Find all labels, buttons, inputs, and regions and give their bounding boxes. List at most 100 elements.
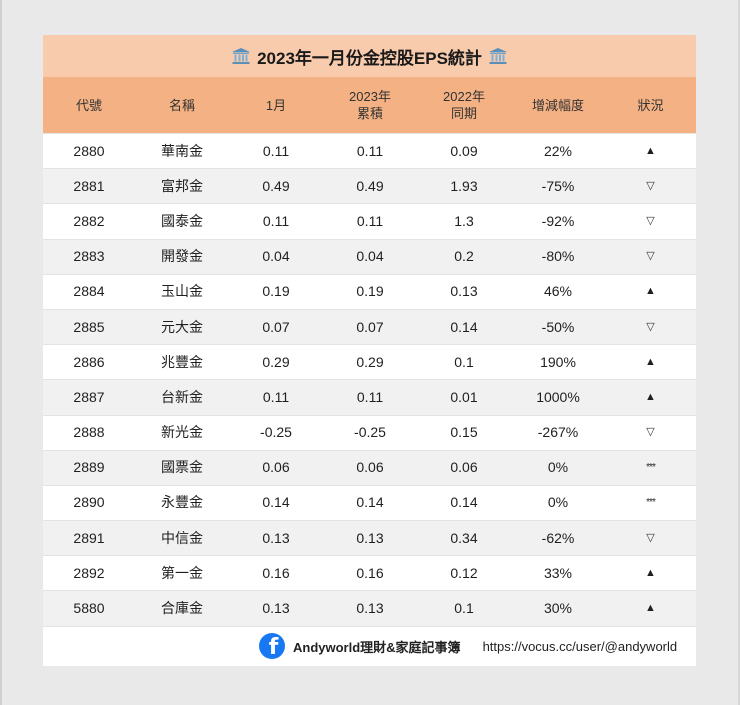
- ytd-2023-eps: 0.11: [356, 388, 384, 405]
- stock-code: 2890: [73, 494, 105, 511]
- table-row: 2886 兆豐金 0.29 0.29 0.1 190% ▲: [43, 344, 696, 380]
- ytd-2023-eps: 0.16: [356, 564, 384, 581]
- change-percent: 0%: [547, 494, 569, 511]
- stock-code: 2882: [73, 212, 105, 229]
- footer-page-name: Andyworld理財&家庭記事簿: [293, 639, 461, 655]
- change-percent: -50%: [541, 318, 575, 335]
- column-header-label: 增減幅度: [531, 97, 584, 113]
- column-header-ytd-2023: 2023年 累積: [323, 88, 417, 122]
- same-period-2022-eps: 1.93: [450, 177, 478, 194]
- status-indicator-down-icon: ▽: [646, 320, 655, 333]
- status-indicator-down-icon: ▽: [646, 179, 655, 192]
- change-percent: 190%: [540, 353, 576, 370]
- same-period-2022-eps: 0.15: [450, 424, 478, 441]
- facebook-glyph: f: [268, 635, 279, 660]
- jan-eps: 0.11: [262, 212, 290, 229]
- table-row: 2885 元大金 0.07 0.07 0.14 -50% ▽: [43, 308, 696, 345]
- window-edge-right: [738, 0, 740, 705]
- status-indicator-up-icon: ▲: [645, 566, 656, 579]
- company-name: 新光金: [161, 424, 203, 441]
- change-percent: 46%: [543, 283, 573, 300]
- stock-code: 5880: [73, 600, 105, 617]
- table-row: 2887 台新金 0.11 0.11 0.01 1000% ▲: [43, 379, 696, 415]
- jan-eps: 0.29: [262, 353, 290, 370]
- jan-eps: -0.25: [260, 424, 292, 441]
- status-indicator-down-icon: ▽: [646, 214, 655, 227]
- change-percent: -92%: [541, 212, 575, 229]
- column-header-status: 狀況: [605, 97, 696, 114]
- column-header-label: 狀況: [637, 97, 664, 113]
- jan-eps: 0.14: [262, 494, 290, 511]
- table-row: 5880 合庫金 0.13 0.13 0.1 30% ▲: [43, 590, 696, 626]
- ytd-2023-eps: 0.06: [356, 459, 384, 476]
- company-name: 華南金: [161, 142, 203, 159]
- stock-code: 2891: [73, 529, 105, 546]
- change-percent: 22%: [543, 142, 573, 159]
- column-header-label: 代號: [75, 97, 102, 113]
- jan-eps: 0.13: [262, 600, 290, 617]
- window-edge-left: [0, 0, 2, 705]
- column-header-label: 1月: [265, 97, 287, 113]
- company-name: 兆豐金: [161, 353, 203, 370]
- table-row: 2883 開發金 0.04 0.04 0.2 -80% ▽: [43, 238, 696, 274]
- same-period-2022-eps: 0.01: [450, 388, 478, 405]
- change-percent: 0%: [547, 459, 569, 476]
- stock-code: 2883: [73, 248, 105, 265]
- ytd-2023-eps: -0.25: [354, 424, 386, 441]
- jan-eps: 0.11: [262, 388, 290, 405]
- stock-code: 2889: [73, 459, 105, 476]
- same-period-2022-eps: 0.2: [454, 248, 474, 265]
- same-period-2022-eps: 0.34: [450, 529, 478, 546]
- change-percent: -75%: [541, 177, 575, 194]
- table-row: 2892 第一金 0.16 0.16 0.12 33% ▲: [43, 555, 696, 591]
- ytd-2023-eps: 0.07: [356, 318, 384, 335]
- ytd-2023-eps: 0.49: [356, 177, 384, 194]
- jan-eps: 0.07: [262, 318, 290, 335]
- bank-icon: [232, 48, 251, 64]
- column-header-jan: 1月: [229, 97, 323, 114]
- jan-eps: 0.11: [262, 142, 290, 159]
- change-percent: 1000%: [536, 388, 580, 405]
- same-period-2022-eps: 0.14: [450, 494, 478, 511]
- table-body: 2880 華南金 0.11 0.11 0.09 22% ▲ 2881 富邦金 0.49 0.49 1.…: [43, 133, 696, 626]
- company-name: 第一金: [161, 564, 203, 581]
- company-name: 國票金: [161, 459, 203, 476]
- status-indicator-up-icon: ▲: [645, 285, 656, 298]
- same-period-2022-eps: 0.13: [450, 283, 478, 300]
- jan-eps: 0.16: [262, 564, 290, 581]
- status-indicator-flat-icon: ***: [646, 462, 656, 474]
- column-header-code: 代號: [43, 97, 135, 114]
- company-name: 開發金: [161, 248, 203, 265]
- table-row: 2884 玉山金 0.19 0.19 0.13 46% ▲: [43, 273, 696, 309]
- ytd-2023-eps: 0.19: [356, 283, 384, 300]
- table-row: 2882 國泰金 0.11 0.11 1.3 -92% ▽: [43, 203, 696, 239]
- status-indicator-down-icon: ▽: [646, 426, 655, 439]
- same-period-2022-eps: 0.14: [450, 318, 478, 335]
- status-indicator-down-icon: ▽: [646, 250, 655, 263]
- bank-icon: [488, 48, 507, 64]
- table-row: 2889 國票金 0.06 0.06 0.06 0% ***: [43, 449, 696, 485]
- status-indicator-flat-icon: ***: [646, 497, 656, 509]
- ytd-2023-eps: 0.11: [356, 142, 384, 159]
- change-percent: 30%: [543, 600, 573, 617]
- company-name: 永豐金: [161, 494, 203, 511]
- eps-table-card: 2023年一月份金控股EPS統計 代號 名稱 1月 2023年 累積 2022年…: [43, 35, 696, 666]
- company-name: 國泰金: [161, 212, 203, 229]
- stock-code: 2884: [73, 283, 105, 300]
- table-row: 2880 華南金 0.11 0.11 0.09 22% ▲: [43, 133, 696, 169]
- same-period-2022-eps: 0.1: [454, 353, 474, 370]
- company-name: 合庫金: [161, 600, 203, 617]
- footer-url: https://vocus.cc/user/@andyworld: [482, 638, 678, 654]
- company-name: 台新金: [161, 388, 203, 405]
- jan-eps: 0.49: [262, 177, 290, 194]
- status-indicator-up-icon: ▲: [645, 390, 656, 403]
- ytd-2023-eps: 0.11: [356, 212, 384, 229]
- same-period-2022-eps: 0.12: [450, 564, 478, 581]
- jan-eps: 0.19: [262, 283, 290, 300]
- status-indicator-up-icon: ▲: [645, 355, 656, 368]
- table-row: 2890 永豐金 0.14 0.14 0.14 0% ***: [43, 484, 696, 521]
- footer-credit: f Andyworld理財&家庭記事簿 https://vocus.cc/use…: [43, 625, 696, 666]
- table-row: 2888 新光金 -0.25 -0.25 0.15 -267% ▽: [43, 414, 696, 450]
- change-percent: -62%: [541, 529, 575, 546]
- jan-eps: 0.04: [262, 248, 290, 265]
